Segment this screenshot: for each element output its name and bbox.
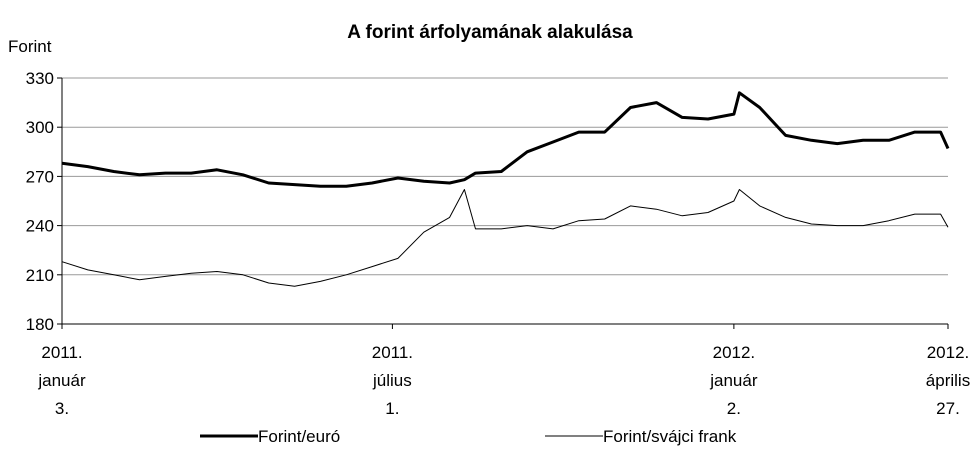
x-tick-label: 2012. január 2. xyxy=(709,343,758,418)
series-line xyxy=(61,91,950,188)
x-tick-label: 2011. január 3. xyxy=(37,343,86,418)
y-tick-label: 210 xyxy=(26,266,54,285)
legend-label: Forint/svájci frank xyxy=(603,427,737,446)
y-axis-label: Forint xyxy=(8,37,52,56)
series-line xyxy=(61,189,949,287)
x-tick-label: 2012. április 27. xyxy=(926,343,970,418)
chart-title: A forint árfolyamának alakulása xyxy=(347,22,633,43)
legend-label: Forint/euró xyxy=(258,427,340,446)
y-tick-label: 300 xyxy=(26,118,54,137)
y-tick-label: 180 xyxy=(26,315,54,334)
y-tick-label: 270 xyxy=(26,167,54,186)
y-tick-label: 240 xyxy=(26,217,54,236)
y-tick-label: 330 xyxy=(26,69,54,88)
x-tick-label: 2011. július 1. xyxy=(372,343,413,418)
